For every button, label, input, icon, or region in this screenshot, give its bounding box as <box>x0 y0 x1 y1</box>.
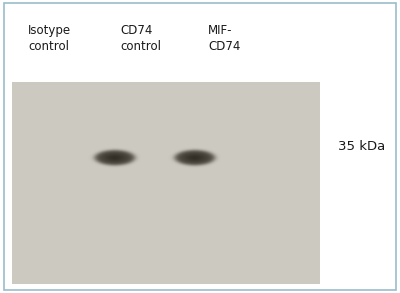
Text: Isotype
control: Isotype control <box>28 24 71 52</box>
Text: MIF-
CD74: MIF- CD74 <box>208 24 240 52</box>
Text: CD74
control: CD74 control <box>120 24 161 52</box>
Text: 35 kDa: 35 kDa <box>338 140 385 153</box>
Bar <box>12 9 320 82</box>
Bar <box>12 82 320 284</box>
